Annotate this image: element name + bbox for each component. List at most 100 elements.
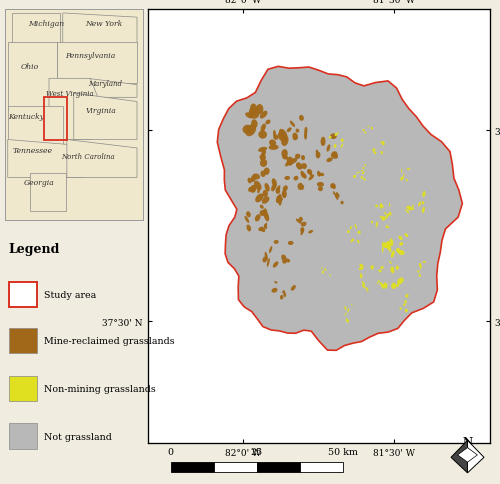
Ellipse shape <box>278 133 287 142</box>
Ellipse shape <box>357 231 361 234</box>
Ellipse shape <box>372 149 376 152</box>
Ellipse shape <box>302 186 304 191</box>
Ellipse shape <box>364 133 366 134</box>
Ellipse shape <box>404 301 407 303</box>
Ellipse shape <box>292 135 296 141</box>
Ellipse shape <box>317 171 320 177</box>
Text: North Carolina: North Carolina <box>60 153 114 161</box>
Ellipse shape <box>362 171 364 175</box>
Ellipse shape <box>396 284 400 287</box>
Ellipse shape <box>322 271 324 274</box>
Text: Pennsylvania: Pennsylvania <box>65 52 116 60</box>
Ellipse shape <box>281 255 286 262</box>
Ellipse shape <box>388 244 392 253</box>
Ellipse shape <box>408 207 410 212</box>
Ellipse shape <box>336 193 340 198</box>
Ellipse shape <box>264 252 268 261</box>
Ellipse shape <box>389 203 390 208</box>
Bar <box>170 462 214 472</box>
Ellipse shape <box>316 150 318 156</box>
Bar <box>8 376 37 401</box>
Ellipse shape <box>296 219 302 224</box>
Ellipse shape <box>296 129 300 134</box>
Polygon shape <box>8 140 85 178</box>
Ellipse shape <box>347 230 350 234</box>
Ellipse shape <box>371 221 373 224</box>
Ellipse shape <box>304 132 307 140</box>
Ellipse shape <box>375 205 378 208</box>
Ellipse shape <box>344 313 347 317</box>
Polygon shape <box>30 174 66 212</box>
Ellipse shape <box>250 175 256 182</box>
Ellipse shape <box>288 242 294 245</box>
Ellipse shape <box>381 204 384 209</box>
Ellipse shape <box>380 283 384 289</box>
Ellipse shape <box>399 242 404 246</box>
Bar <box>214 462 257 472</box>
Ellipse shape <box>351 304 352 306</box>
Ellipse shape <box>260 171 266 178</box>
Ellipse shape <box>350 227 352 230</box>
Ellipse shape <box>326 145 330 152</box>
Ellipse shape <box>266 121 270 125</box>
Ellipse shape <box>284 292 286 298</box>
Ellipse shape <box>422 261 426 263</box>
Ellipse shape <box>244 216 249 224</box>
Ellipse shape <box>301 222 306 227</box>
Ellipse shape <box>380 204 382 210</box>
Ellipse shape <box>406 210 409 214</box>
Ellipse shape <box>331 153 338 160</box>
Text: West Virginia: West Virginia <box>46 90 94 98</box>
Ellipse shape <box>330 134 337 140</box>
Ellipse shape <box>384 212 386 215</box>
Ellipse shape <box>261 154 266 160</box>
Ellipse shape <box>308 175 314 181</box>
Ellipse shape <box>258 131 267 139</box>
Ellipse shape <box>308 170 312 178</box>
Ellipse shape <box>326 158 332 163</box>
Text: Michigan: Michigan <box>28 20 64 29</box>
Ellipse shape <box>260 205 264 210</box>
Ellipse shape <box>250 104 258 116</box>
Ellipse shape <box>400 308 402 310</box>
Ellipse shape <box>260 160 267 167</box>
Ellipse shape <box>330 275 331 277</box>
Ellipse shape <box>405 309 408 313</box>
Ellipse shape <box>300 228 304 236</box>
Ellipse shape <box>378 270 382 273</box>
Ellipse shape <box>302 173 306 180</box>
Ellipse shape <box>299 217 303 222</box>
Ellipse shape <box>298 183 303 191</box>
Ellipse shape <box>246 225 251 232</box>
Ellipse shape <box>300 227 304 233</box>
Ellipse shape <box>418 274 421 277</box>
Ellipse shape <box>334 194 338 200</box>
Bar <box>300 462 343 472</box>
Ellipse shape <box>386 226 390 229</box>
Ellipse shape <box>383 283 388 289</box>
Ellipse shape <box>328 136 332 139</box>
Text: Mine-reclaimed grasslands: Mine-reclaimed grasslands <box>44 336 175 345</box>
Ellipse shape <box>403 304 406 306</box>
Text: Virginia: Virginia <box>86 107 117 115</box>
Polygon shape <box>88 79 137 98</box>
Ellipse shape <box>324 269 326 271</box>
Bar <box>257 462 300 472</box>
Ellipse shape <box>340 144 343 149</box>
Ellipse shape <box>356 172 360 174</box>
Bar <box>8 424 37 449</box>
Ellipse shape <box>344 306 346 310</box>
Ellipse shape <box>260 124 266 133</box>
Text: Tennessee: Tennessee <box>12 147 52 155</box>
Text: Not grassland: Not grassland <box>44 432 112 440</box>
Ellipse shape <box>301 156 305 161</box>
Ellipse shape <box>364 165 366 167</box>
Text: Ohio: Ohio <box>20 62 39 71</box>
Ellipse shape <box>346 318 348 321</box>
Ellipse shape <box>292 133 298 139</box>
Polygon shape <box>58 44 137 83</box>
Ellipse shape <box>286 161 292 166</box>
Ellipse shape <box>299 116 304 121</box>
Ellipse shape <box>248 178 252 184</box>
Ellipse shape <box>258 148 267 152</box>
